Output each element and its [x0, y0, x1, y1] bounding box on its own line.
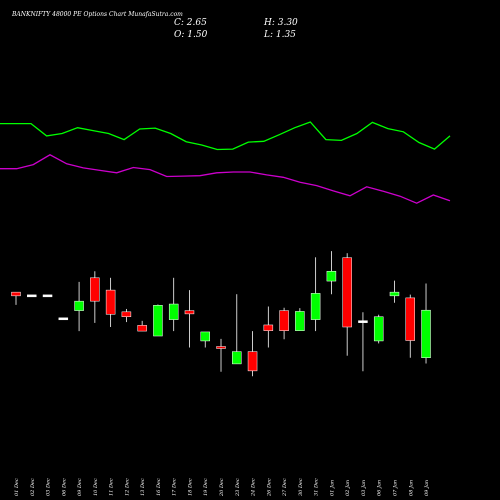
candle-body — [373, 316, 384, 342]
chart-title: BANKNIFTY 48000 PE Options Chart MunafaS… — [11, 11, 183, 18]
x-tick-label: 19 Dec — [203, 478, 209, 496]
candle-body — [342, 257, 352, 328]
candle-body — [358, 320, 368, 323]
candle — [11, 291, 21, 305]
x-tick-label: 01 Jan — [329, 480, 335, 496]
candle — [279, 307, 289, 340]
candle — [42, 294, 53, 298]
x-tick-label: 06 Jan — [377, 480, 383, 496]
candle-body — [58, 317, 69, 321]
candle-body — [11, 291, 21, 297]
x-tick-label: 11 Dec — [109, 478, 115, 496]
candle — [74, 281, 84, 332]
candle-body — [263, 324, 274, 331]
candle-body — [421, 309, 431, 359]
candle-body — [295, 311, 305, 331]
x-tick-label: 08 Jan — [408, 480, 414, 496]
upper-line-series — [0, 121, 451, 151]
x-tick-label: 03 Jan — [361, 480, 367, 496]
x-tick-label: 30 Dec — [298, 478, 304, 496]
x-tick-label: 18 Dec — [187, 478, 193, 496]
x-tick-label: 09 Dec — [77, 478, 83, 496]
x-tick-label: 12 Dec — [124, 478, 130, 496]
close-label: C: 2.65 — [174, 18, 207, 28]
candle — [90, 271, 100, 323]
candle — [310, 257, 321, 332]
candle — [295, 308, 305, 331]
low-label: L: 1.35 — [263, 30, 296, 40]
x-tick-label: 17 Dec — [172, 478, 178, 496]
x-tick-label: 24 Dec — [251, 478, 257, 497]
candle — [121, 308, 132, 323]
x-tick-label: 26 Dec — [266, 478, 272, 497]
candle — [27, 294, 37, 298]
candle — [216, 338, 226, 372]
x-tick-label: 10 Dec — [93, 478, 99, 496]
candle-body — [153, 305, 163, 337]
candle-body — [310, 293, 321, 320]
candle-body — [326, 270, 337, 282]
x-tick-label: 20 Dec — [219, 478, 225, 497]
x-tick-label: 23 Dec — [235, 478, 241, 497]
x-axis-ticks: 01 Dec 02 Dec 03 Dec 06 Dec 09 Dec 10 Dec 11 D… — [14, 478, 430, 497]
candle — [58, 317, 69, 321]
x-tick-label: 02 Dec — [30, 478, 36, 496]
candle-body — [121, 311, 132, 317]
x-tick-label: 16 Dec — [156, 478, 162, 496]
candle — [342, 253, 352, 356]
x-tick-label: 09 Jan — [424, 480, 430, 496]
candle-body — [200, 331, 210, 342]
candle-body — [389, 291, 400, 297]
candle — [405, 294, 415, 358]
indicator-lines — [0, 121, 451, 204]
candle-body — [137, 325, 147, 332]
x-tick-label: 31 Dec — [314, 478, 320, 496]
x-tick-label: 02 Jan — [345, 480, 351, 496]
candle-body — [168, 303, 179, 320]
candle-body — [90, 277, 100, 302]
candle-body — [232, 351, 242, 365]
open-label: O: 1.50 — [174, 30, 208, 40]
x-tick-label: 01 Dec — [14, 478, 20, 496]
candle-body — [216, 346, 226, 349]
candle — [326, 251, 337, 295]
candle — [389, 280, 400, 303]
x-tick-label: 06 Dec — [61, 478, 67, 496]
high-label: H: 3.30 — [263, 18, 298, 28]
x-tick-label: 03 Dec — [46, 478, 52, 496]
candle — [232, 294, 242, 365]
candle-body — [74, 300, 84, 311]
x-tick-label: 13 Dec — [140, 478, 146, 496]
candle — [184, 290, 195, 348]
candle-body — [42, 294, 53, 298]
candle — [373, 314, 384, 344]
x-tick-label: 07 Jan — [392, 480, 398, 496]
candle — [247, 331, 258, 377]
candle-body — [105, 289, 116, 315]
candle — [421, 283, 431, 364]
lower-line-series — [0, 154, 451, 204]
candle — [263, 306, 274, 348]
candle — [105, 277, 116, 327]
candle-body — [279, 310, 289, 331]
candle — [358, 312, 368, 372]
candle-body — [247, 351, 258, 372]
candle-body — [405, 297, 415, 341]
candle — [153, 304, 163, 337]
x-tick-label: 27 Dec — [282, 478, 288, 497]
candle-body — [27, 294, 37, 298]
candles — [11, 251, 431, 377]
candle — [137, 320, 147, 332]
candle-body — [184, 310, 195, 315]
candle — [200, 331, 210, 348]
candle — [168, 277, 179, 332]
